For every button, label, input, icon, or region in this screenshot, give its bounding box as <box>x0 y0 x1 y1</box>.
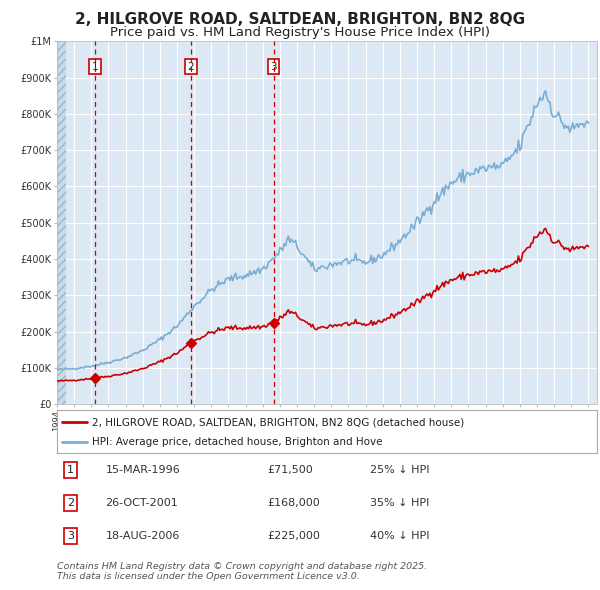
Text: 25% ↓ HPI: 25% ↓ HPI <box>370 466 430 476</box>
Text: £225,000: £225,000 <box>268 531 320 541</box>
Text: 2: 2 <box>67 498 74 508</box>
Text: 40% ↓ HPI: 40% ↓ HPI <box>370 531 430 541</box>
Text: 26-OCT-2001: 26-OCT-2001 <box>106 498 178 508</box>
Bar <box>57 41 67 404</box>
Text: £71,500: £71,500 <box>268 466 313 476</box>
Text: HPI: Average price, detached house, Brighton and Hove: HPI: Average price, detached house, Brig… <box>92 437 383 447</box>
Text: 2: 2 <box>188 62 194 72</box>
Text: 15-MAR-1996: 15-MAR-1996 <box>106 466 181 476</box>
Text: 2, HILGROVE ROAD, SALTDEAN, BRIGHTON, BN2 8QG: 2, HILGROVE ROAD, SALTDEAN, BRIGHTON, BN… <box>75 12 525 27</box>
Text: 18-AUG-2006: 18-AUG-2006 <box>106 531 180 541</box>
Text: 2, HILGROVE ROAD, SALTDEAN, BRIGHTON, BN2 8QG (detached house): 2, HILGROVE ROAD, SALTDEAN, BRIGHTON, BN… <box>92 417 464 427</box>
Text: 3: 3 <box>270 62 277 72</box>
Text: £168,000: £168,000 <box>268 498 320 508</box>
Text: 3: 3 <box>67 531 74 541</box>
Text: 35% ↓ HPI: 35% ↓ HPI <box>370 498 430 508</box>
Text: Price paid vs. HM Land Registry's House Price Index (HPI): Price paid vs. HM Land Registry's House … <box>110 26 490 39</box>
Text: 1: 1 <box>67 466 74 476</box>
Text: 1: 1 <box>92 62 98 72</box>
Text: Contains HM Land Registry data © Crown copyright and database right 2025.
This d: Contains HM Land Registry data © Crown c… <box>57 562 427 581</box>
